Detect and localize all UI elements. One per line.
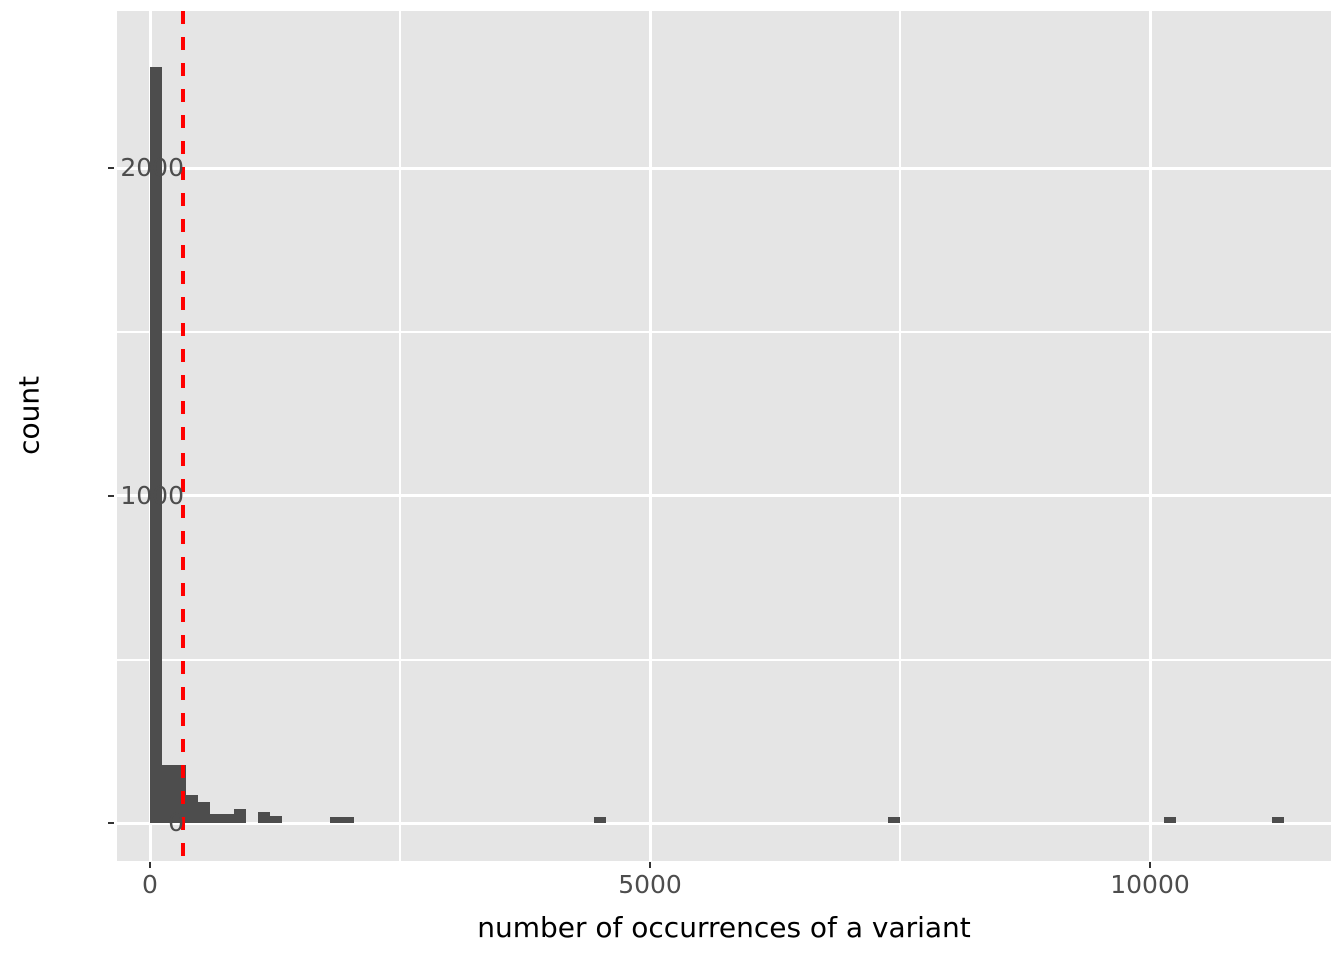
gridline-x-minor (899, 11, 901, 861)
y-tick-label: 2000 (120, 153, 184, 183)
x-tick-label: 0 (142, 870, 158, 899)
histogram-bar (330, 817, 342, 824)
histogram-bar (198, 802, 210, 824)
x-tick-mark (1149, 862, 1151, 868)
histogram-bar (222, 813, 234, 824)
gridline-x-minor (399, 11, 401, 861)
y-tick-mark (108, 494, 114, 497)
gridline-x-major (648, 11, 652, 861)
gridline-x-major (1148, 11, 1152, 861)
x-axis-title: number of occurrences of a variant (477, 911, 971, 944)
histogram-bar (234, 808, 246, 824)
histogram-bar (186, 795, 198, 824)
histogram-bar (150, 67, 162, 824)
y-tick-label: 0 (168, 808, 184, 838)
gridline-y-major (117, 166, 1331, 170)
histogram-bar (342, 817, 354, 824)
y-tick-mark (108, 167, 114, 170)
gridline-y-minor (117, 658, 1331, 661)
histogram-bar (594, 817, 606, 824)
plot-panel (117, 11, 1331, 861)
histogram-bar (1272, 817, 1284, 824)
y-axis-title: count (12, 375, 46, 455)
mean-threshold-line (181, 11, 185, 861)
histogram-bar (162, 765, 174, 824)
histogram-bar (258, 811, 270, 824)
y-tick-label: 1000 (120, 480, 184, 510)
histogram-bar (270, 816, 282, 824)
x-tick-mark (149, 862, 151, 868)
histogram-bar (1164, 817, 1176, 824)
histogram-bar (210, 813, 222, 824)
gridline-y-major (117, 821, 1331, 825)
y-tick-mark (108, 822, 114, 825)
x-tick-mark (649, 862, 651, 868)
gridline-y-minor (117, 331, 1331, 333)
x-tick-label: 5000 (618, 870, 682, 899)
x-tick-label: 10000 (1110, 870, 1190, 899)
histogram-bar (888, 817, 900, 824)
gridline-y-major (117, 494, 1331, 498)
